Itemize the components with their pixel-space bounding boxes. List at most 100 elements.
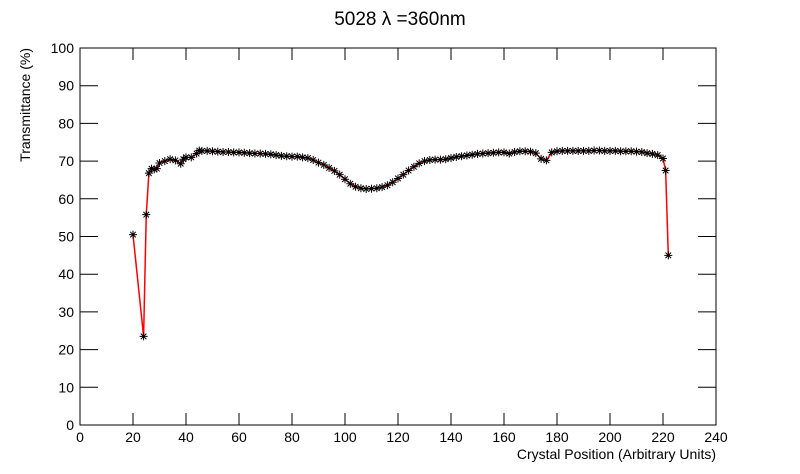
data-point bbox=[256, 149, 265, 158]
y-tick-label: 80 bbox=[58, 115, 74, 131]
data-point bbox=[558, 146, 567, 155]
data-point bbox=[648, 149, 657, 158]
data-point bbox=[447, 154, 455, 163]
data-point bbox=[142, 210, 151, 219]
x-tick-label: 60 bbox=[231, 429, 247, 445]
data-point bbox=[659, 154, 667, 163]
data-point bbox=[664, 251, 673, 260]
data-point bbox=[298, 153, 307, 162]
data-point bbox=[425, 155, 434, 164]
data-point bbox=[547, 148, 556, 157]
data-point bbox=[314, 158, 323, 167]
data-point bbox=[494, 148, 503, 157]
data-point bbox=[441, 155, 450, 164]
data-point bbox=[192, 149, 201, 158]
data-point bbox=[197, 146, 206, 155]
data-point bbox=[478, 149, 487, 158]
data-point bbox=[277, 151, 286, 160]
data-point bbox=[415, 159, 424, 168]
data-point bbox=[367, 184, 376, 193]
x-tick-label: 80 bbox=[284, 429, 300, 445]
data-point bbox=[531, 149, 540, 158]
y-tick-label: 0 bbox=[66, 417, 74, 433]
x-tick-label: 240 bbox=[704, 429, 728, 445]
data-point bbox=[261, 149, 270, 158]
data-point bbox=[563, 146, 572, 155]
data-point bbox=[568, 146, 577, 155]
data-point bbox=[409, 162, 418, 171]
data-point bbox=[160, 157, 169, 166]
data-point bbox=[394, 174, 402, 183]
data-point bbox=[542, 156, 551, 165]
data-point bbox=[179, 155, 188, 164]
data-point bbox=[500, 148, 508, 157]
data-point bbox=[595, 146, 604, 155]
data-point bbox=[155, 158, 164, 167]
data-point bbox=[600, 146, 609, 155]
data-point bbox=[319, 160, 328, 169]
data-point bbox=[150, 165, 159, 174]
data-point bbox=[144, 169, 153, 178]
data-point bbox=[621, 147, 630, 156]
x-tick-label: 120 bbox=[386, 429, 410, 445]
data-point bbox=[584, 146, 593, 155]
data-point bbox=[351, 182, 360, 191]
x-tick-label: 200 bbox=[598, 429, 622, 445]
x-tick-label: 160 bbox=[492, 429, 516, 445]
data-point bbox=[574, 146, 583, 155]
data-point bbox=[282, 152, 291, 161]
data-point bbox=[362, 184, 371, 193]
data-point bbox=[171, 156, 180, 165]
data-point bbox=[473, 149, 482, 158]
data-point bbox=[139, 332, 148, 341]
data-point bbox=[182, 153, 190, 162]
data-point bbox=[462, 151, 471, 160]
data-point bbox=[372, 184, 381, 193]
data-point bbox=[250, 149, 259, 158]
data-point bbox=[309, 155, 318, 164]
data-point bbox=[325, 163, 334, 172]
data-point bbox=[229, 148, 238, 157]
data-point bbox=[505, 149, 514, 158]
data-point bbox=[266, 150, 275, 159]
data-point bbox=[208, 147, 217, 156]
y-tick-label: 30 bbox=[58, 304, 74, 320]
data-point bbox=[515, 147, 524, 156]
data-point bbox=[330, 166, 339, 175]
data-point bbox=[399, 170, 408, 179]
data-point bbox=[240, 148, 249, 157]
data-point bbox=[579, 146, 588, 155]
data-point bbox=[383, 181, 392, 190]
x-tick-label: 140 bbox=[439, 429, 463, 445]
data-point bbox=[468, 150, 477, 159]
data-point bbox=[176, 159, 185, 168]
data-point bbox=[129, 230, 137, 239]
data-point bbox=[452, 152, 461, 161]
data-point bbox=[147, 164, 156, 173]
chart-title: 5028 λ =360nm bbox=[334, 9, 466, 30]
y-tick-label: 20 bbox=[58, 342, 74, 358]
x-tick-label: 180 bbox=[545, 429, 569, 445]
y-tick-label: 70 bbox=[58, 153, 74, 169]
data-point bbox=[288, 152, 296, 161]
x-tick-label: 20 bbox=[125, 429, 141, 445]
data-point bbox=[378, 183, 387, 192]
data-point bbox=[431, 155, 440, 164]
data-point bbox=[346, 179, 355, 188]
data-point bbox=[616, 147, 625, 156]
data-point bbox=[611, 146, 620, 155]
data-point bbox=[293, 152, 302, 161]
data-point bbox=[643, 149, 652, 158]
data-point bbox=[484, 149, 493, 158]
data-point bbox=[627, 147, 636, 156]
data-point bbox=[388, 178, 397, 187]
y-tick-label: 90 bbox=[58, 78, 74, 94]
data-point bbox=[341, 175, 349, 184]
x-tick-label: 100 bbox=[333, 429, 357, 445]
data-point bbox=[653, 151, 662, 160]
data-point bbox=[489, 148, 498, 157]
data-point bbox=[166, 155, 175, 164]
data-point bbox=[272, 151, 281, 160]
data-point bbox=[224, 148, 233, 157]
data-point bbox=[203, 146, 212, 155]
